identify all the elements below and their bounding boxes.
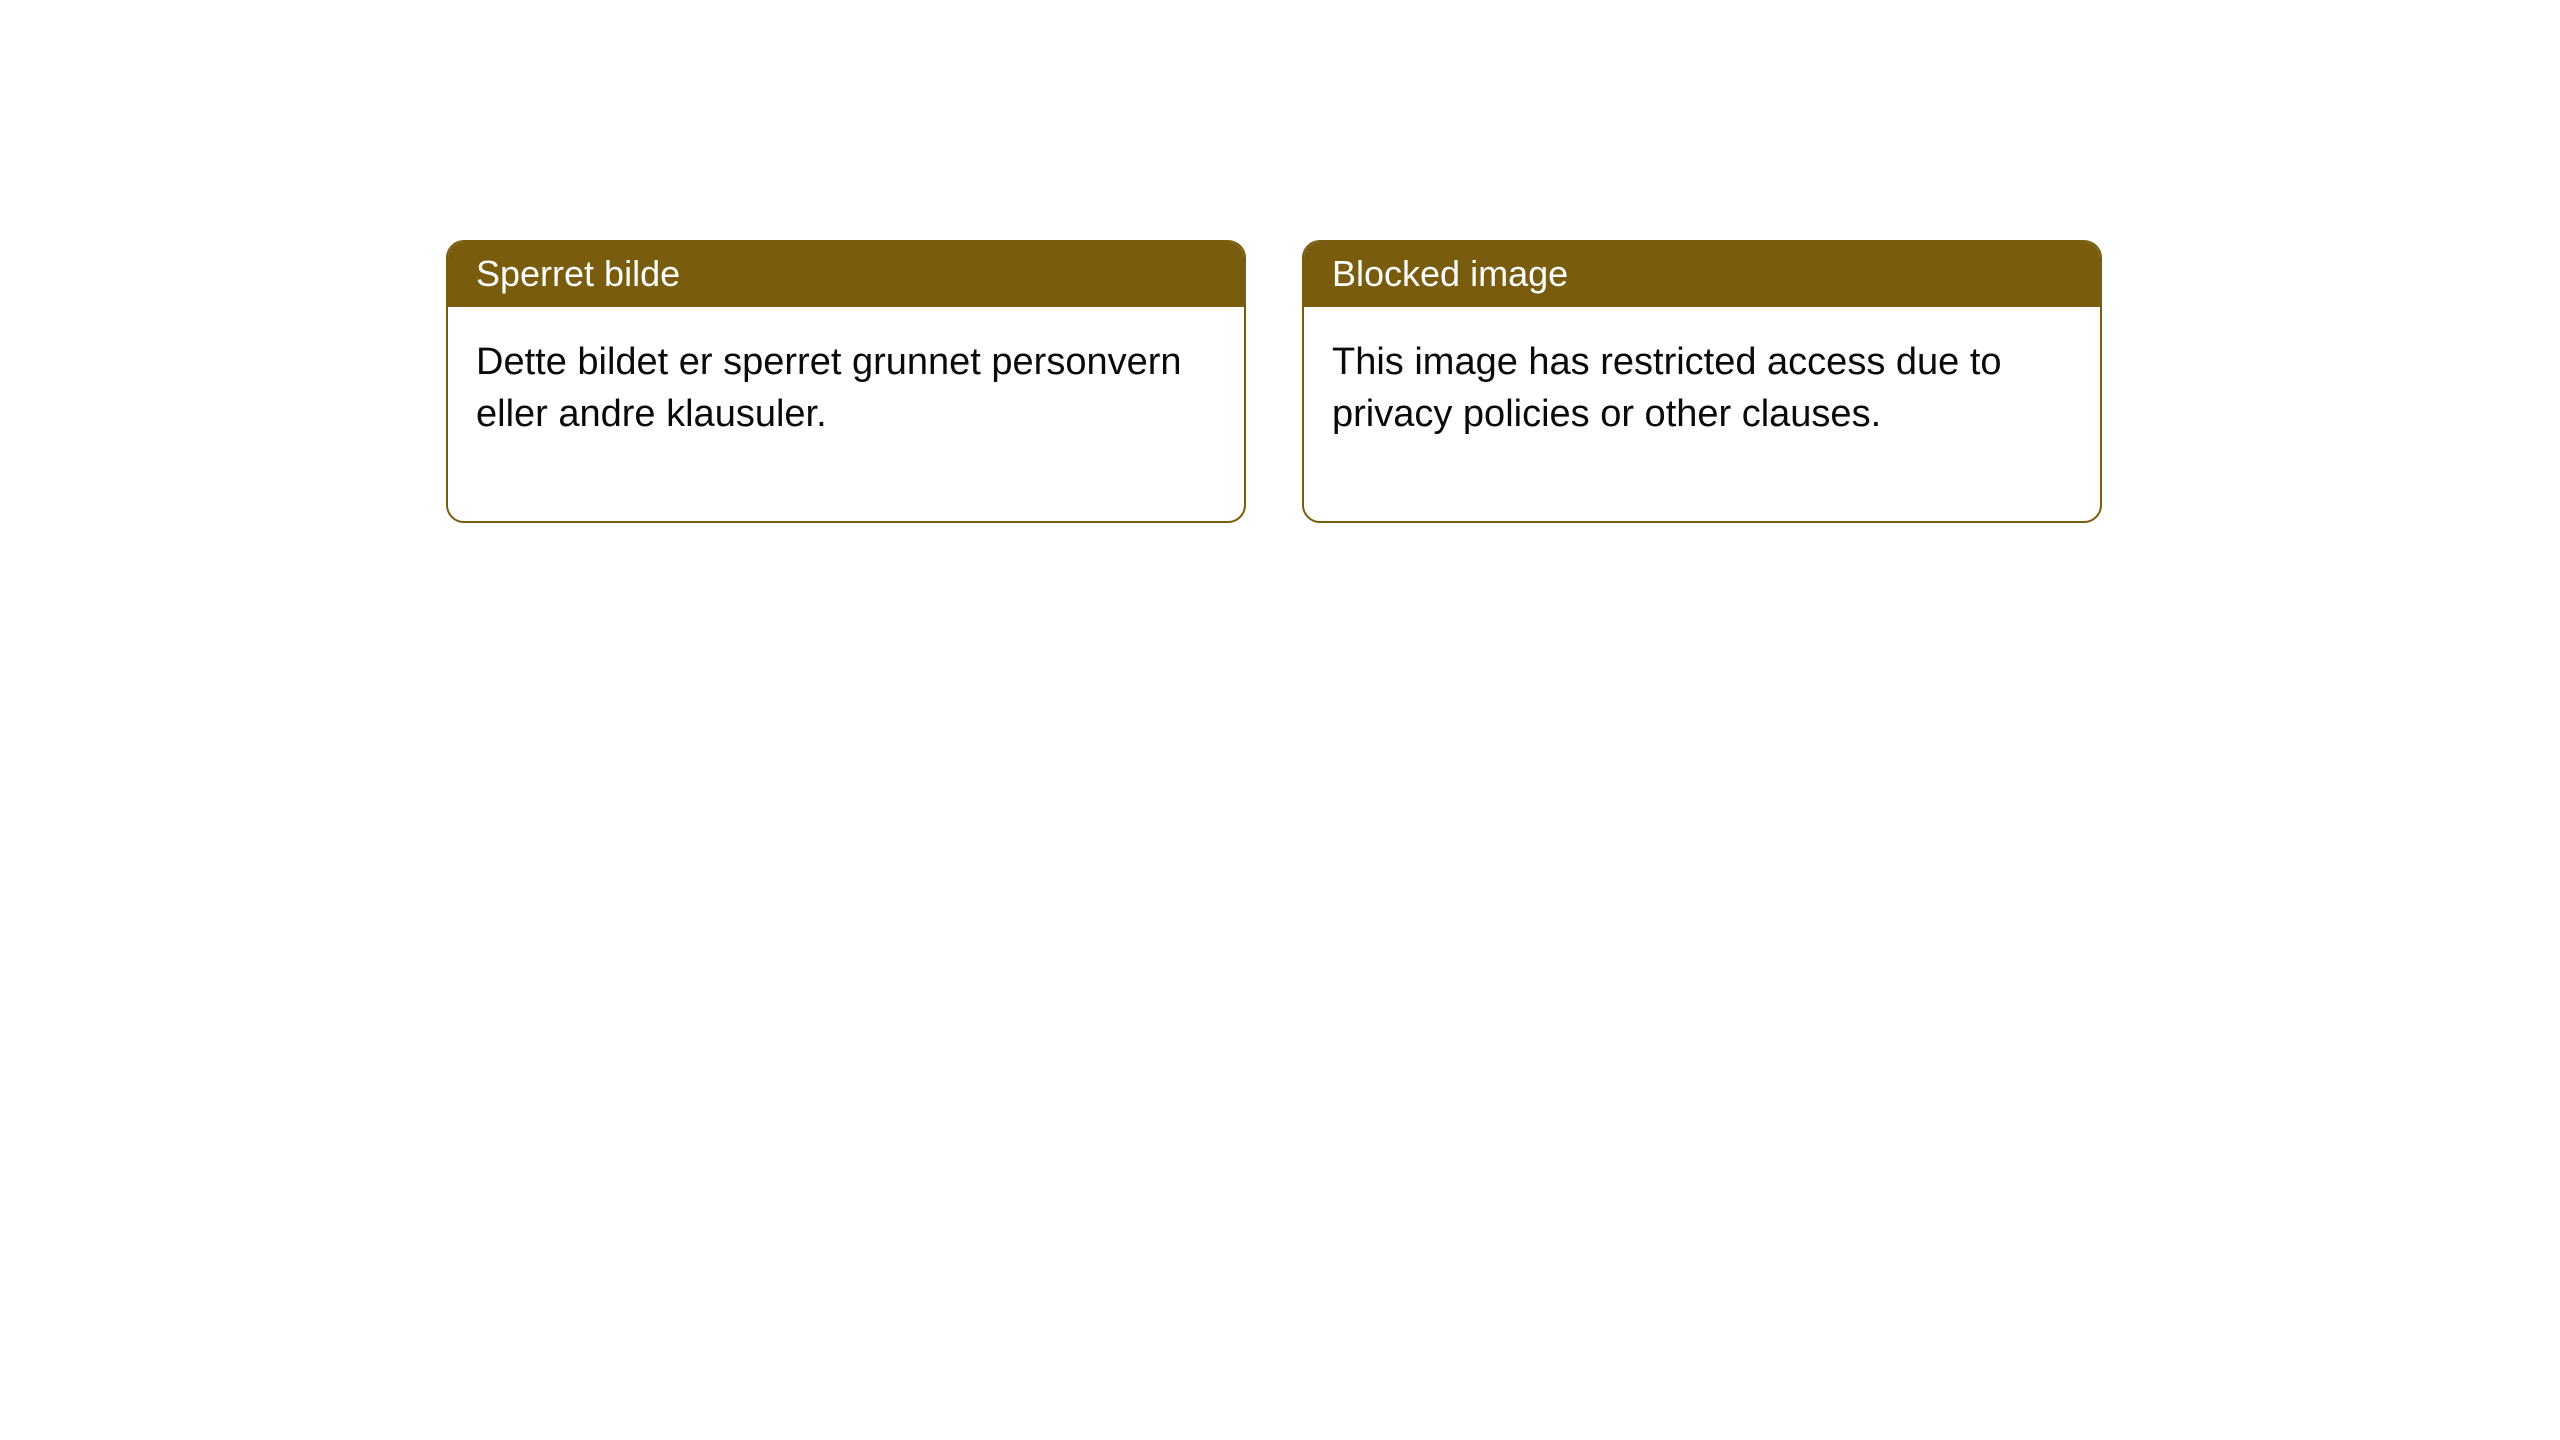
card-title-english: Blocked image [1332, 253, 1568, 294]
card-header-english: Blocked image [1304, 242, 2100, 307]
card-title-norwegian: Sperret bilde [476, 253, 680, 294]
card-body-english: This image has restricted access due to … [1304, 307, 2100, 520]
card-body-text-norwegian: Dette bildet er sperret grunnet personve… [476, 341, 1182, 435]
blocked-image-card-english: Blocked image This image has restricted … [1302, 240, 2102, 523]
card-header-norwegian: Sperret bilde [448, 242, 1244, 307]
card-body-text-english: This image has restricted access due to … [1332, 341, 2002, 435]
notice-cards-container: Sperret bilde Dette bildet er sperret gr… [446, 240, 2560, 523]
blocked-image-card-norwegian: Sperret bilde Dette bildet er sperret gr… [446, 240, 1246, 523]
card-body-norwegian: Dette bildet er sperret grunnet personve… [448, 307, 1244, 520]
